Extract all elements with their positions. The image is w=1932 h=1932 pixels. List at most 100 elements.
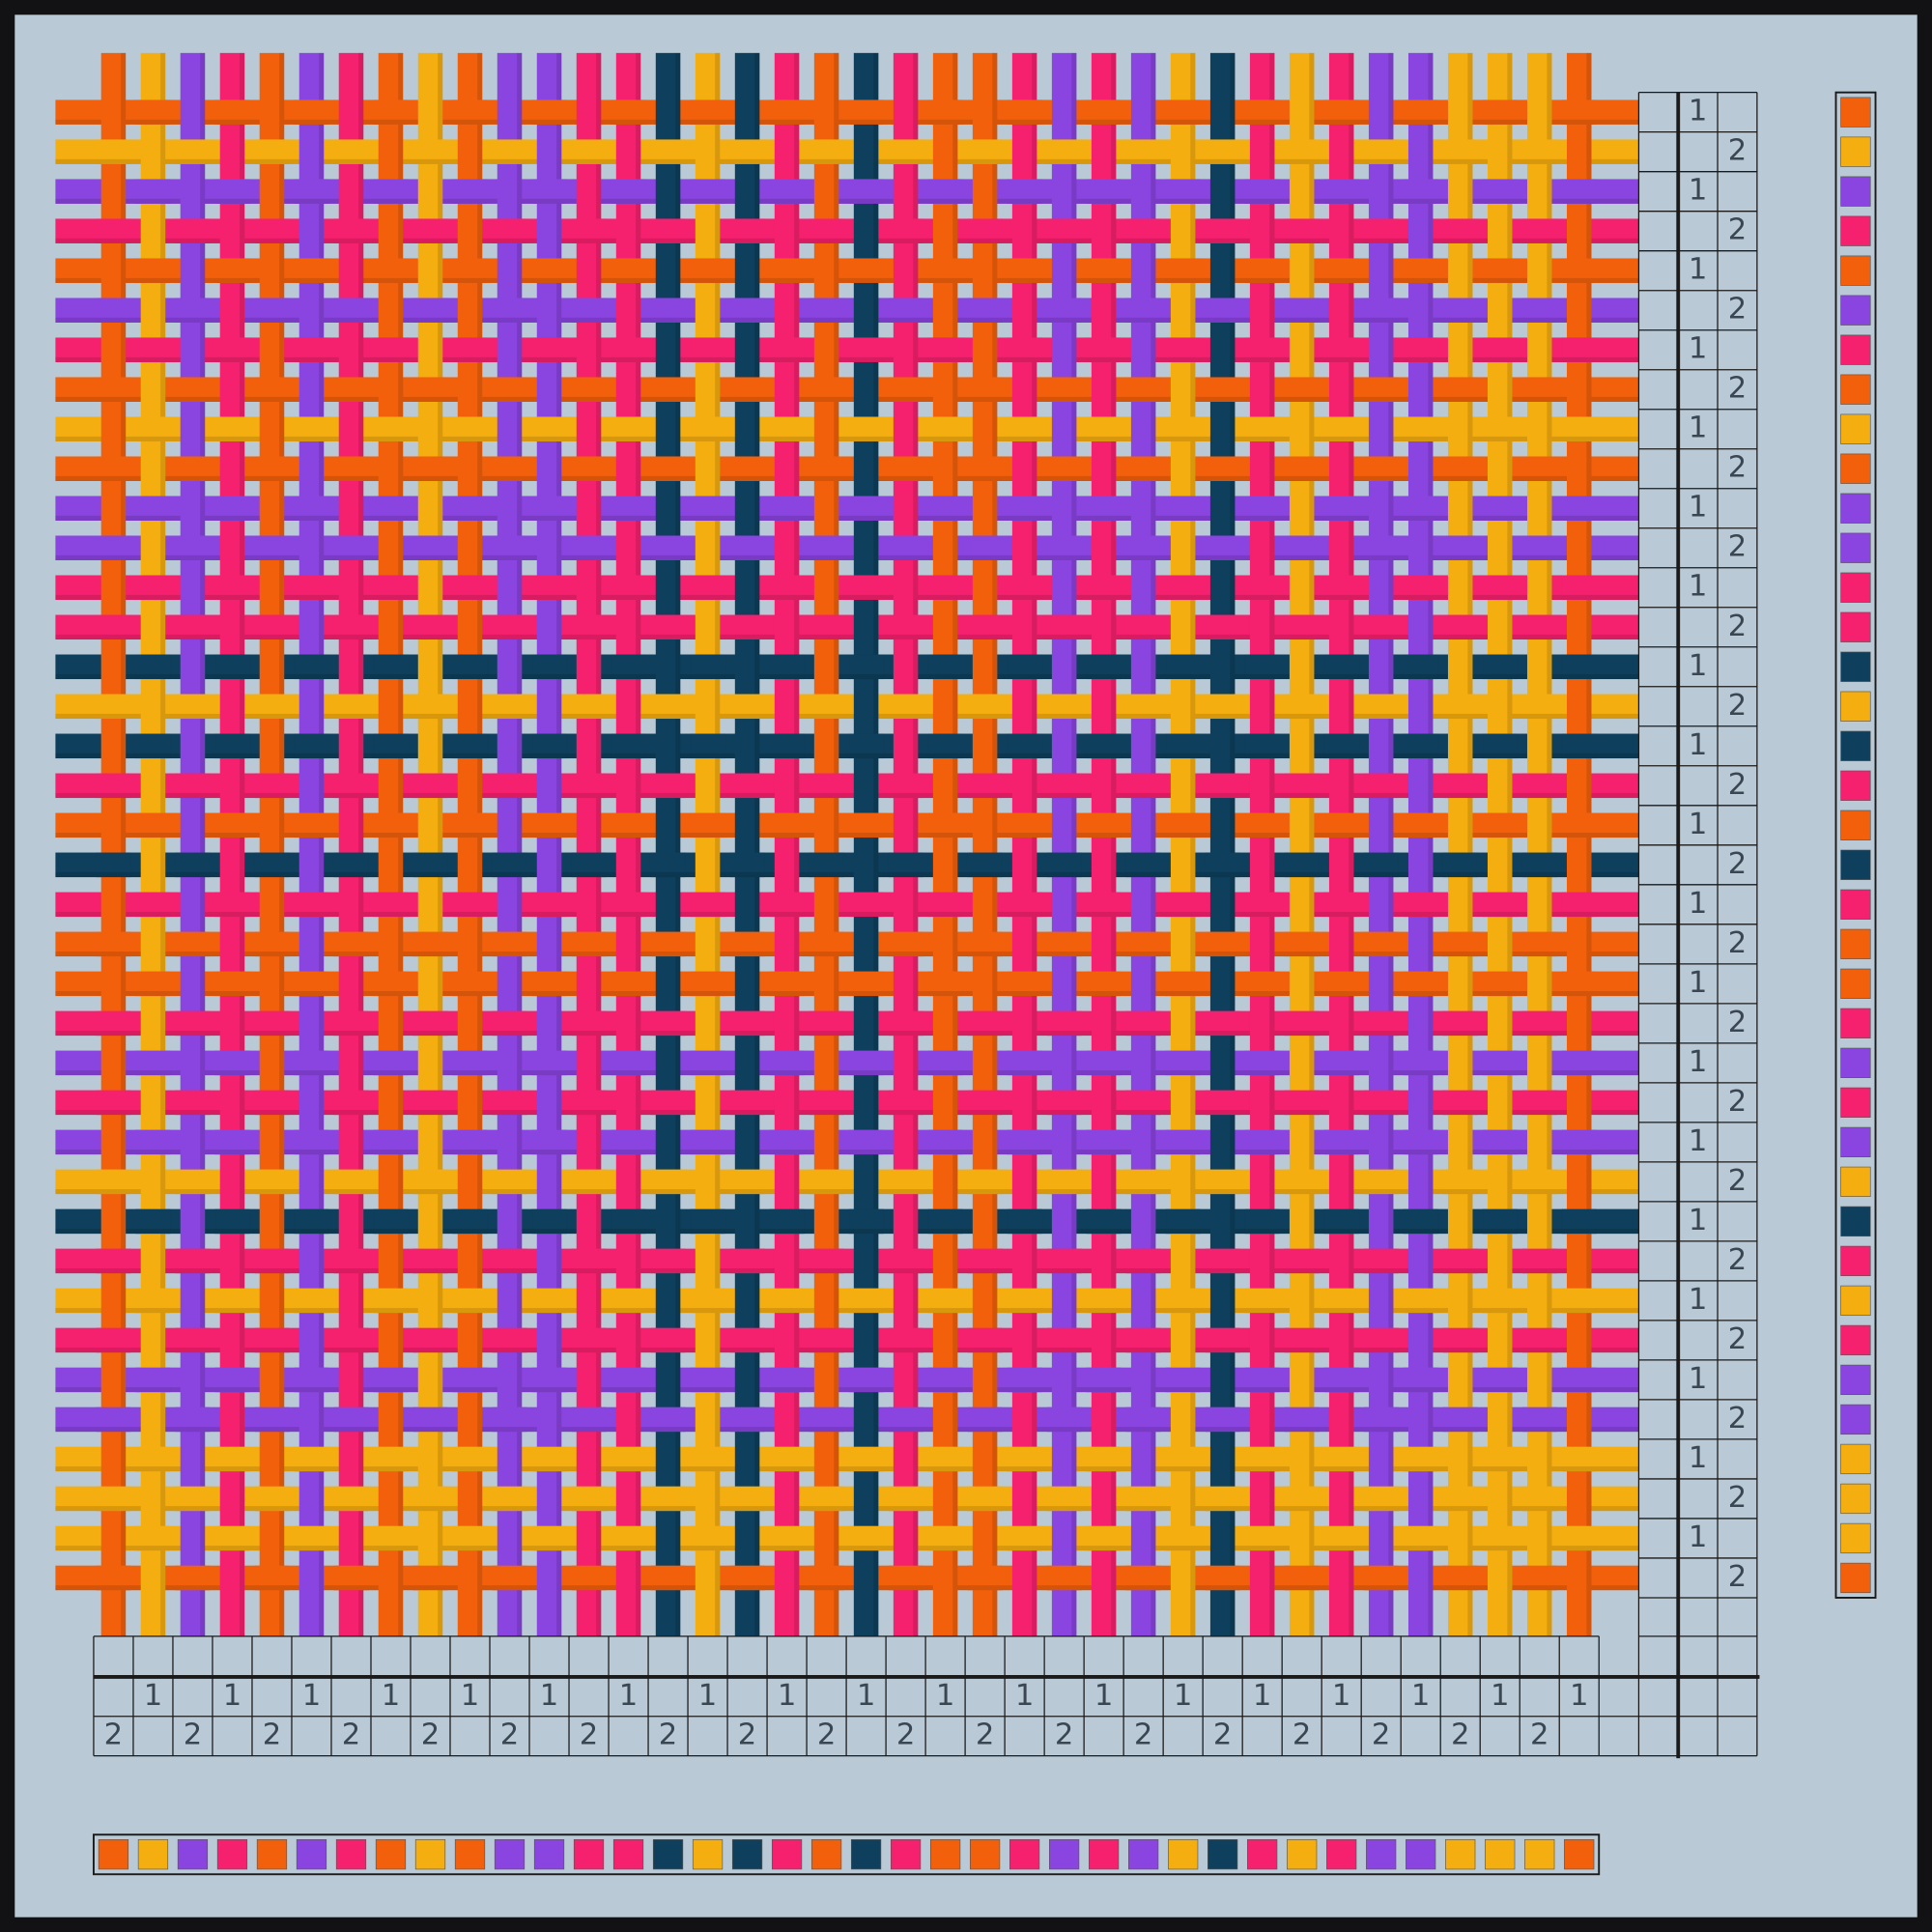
weft-float [690, 1129, 725, 1155]
weft-float-shade [769, 594, 805, 601]
weft-float-shade [1165, 990, 1201, 997]
weft-float [412, 377, 448, 402]
weft-float-shade [1205, 238, 1240, 243]
weft-float-shade [769, 119, 805, 125]
treadling-number: 2 [1728, 1481, 1747, 1515]
weft-shade [55, 990, 1639, 997]
weft-float-shade [690, 198, 725, 204]
weft-float-shade [888, 1348, 923, 1353]
weft-float [214, 496, 250, 521]
weft-float [650, 377, 686, 402]
weft-float [1205, 773, 1240, 799]
weft-float [967, 377, 1003, 402]
warp-shade [279, 52, 285, 1636]
weft-float-shade [1244, 1466, 1280, 1472]
weft-float-shade [1561, 119, 1597, 125]
weft-float [967, 535, 1003, 561]
weft-float-shade [927, 1070, 963, 1076]
weft-float [531, 654, 567, 680]
weft-float-shade [96, 713, 131, 720]
weft-float-shade [1442, 951, 1478, 957]
treadling-number: 2 [1728, 134, 1747, 168]
weft-float [373, 258, 409, 283]
weft-float [611, 1525, 646, 1551]
weft-float [571, 298, 607, 323]
weft-float-shade [1284, 1030, 1320, 1037]
weft-float [571, 1406, 607, 1433]
weft-float-shade [1561, 277, 1597, 283]
warp-shade [1230, 52, 1236, 1636]
weft-float-shade [1323, 515, 1359, 521]
weft-float-shade [967, 871, 1003, 878]
weft-float [175, 852, 211, 878]
weft-float [135, 1288, 171, 1314]
threading-number: 1 [1411, 1679, 1430, 1713]
weft-float-shade [650, 1189, 686, 1195]
weft-float [1125, 614, 1161, 640]
weft-float [1205, 1327, 1240, 1353]
treadling-number: 2 [1728, 768, 1747, 802]
weft-float [650, 694, 686, 720]
weft-float-shade [888, 554, 923, 561]
weft-color-swatch [1840, 215, 1871, 246]
weft-float-shade [769, 436, 805, 441]
weft-float-shade [848, 356, 884, 362]
weft-float [1086, 1525, 1122, 1551]
weft-float [412, 694, 448, 720]
weft-float-shade [412, 1268, 448, 1274]
weft-float-shade [1403, 1308, 1438, 1314]
weft-float [888, 1406, 923, 1433]
weft-float [1521, 1169, 1557, 1195]
warp-shade [556, 52, 562, 1636]
weft-float [254, 535, 290, 561]
weft-float-shade [531, 1466, 567, 1472]
weft-float-shade [1561, 1466, 1597, 1472]
weft-float [214, 1208, 250, 1235]
weft-float [927, 971, 963, 997]
weft-float [531, 1525, 567, 1551]
weft-float-shade [452, 1070, 488, 1076]
weft-float [214, 1129, 250, 1155]
weft-float [1165, 1208, 1201, 1235]
weft-float-shade [175, 1427, 211, 1433]
weft-float-shade [1165, 119, 1201, 125]
weft-float-shade [1284, 158, 1320, 164]
weft-float [1284, 1327, 1320, 1353]
weft-float-shade [1521, 317, 1557, 323]
weft-float-shade [1284, 713, 1320, 720]
weft-float [294, 1367, 329, 1393]
weft-float-shade [729, 1189, 765, 1195]
weft-float-shade [135, 753, 171, 759]
weft-float-shade [571, 713, 607, 720]
weft-float-shade [294, 277, 329, 283]
weft-float [214, 971, 250, 997]
weft-float-shade [492, 1506, 527, 1512]
weft-float-shade [1244, 1229, 1280, 1235]
weft-float-shade [1086, 911, 1122, 918]
weft-float-shade [214, 1070, 250, 1076]
warp-color-swatch [652, 1839, 684, 1870]
weft-shade [55, 634, 1639, 640]
weft-float [452, 1367, 488, 1393]
weft-float-shade [1244, 119, 1280, 125]
weft-float [927, 892, 963, 918]
weft-float [848, 1446, 884, 1472]
warp-shade [319, 52, 325, 1636]
warp-shade [1190, 52, 1196, 1636]
weft-float [294, 416, 329, 441]
weft-float [1244, 1288, 1280, 1314]
weft-float [1403, 1208, 1438, 1235]
weft-float-shade [1244, 594, 1280, 601]
weft-float [175, 1565, 211, 1591]
treadling-number: 2 [1728, 1243, 1747, 1277]
weft-float-shade [214, 753, 250, 759]
weft-float-shade [1086, 356, 1122, 362]
weft-float-shade [650, 396, 686, 402]
weft-float-shade [531, 277, 567, 283]
weft-float-shade [1007, 515, 1042, 521]
weft-float-shade [333, 871, 369, 878]
weft-float [690, 99, 725, 125]
weft-float [571, 1090, 607, 1116]
weft-float [1125, 218, 1161, 243]
weft-float [175, 456, 211, 481]
